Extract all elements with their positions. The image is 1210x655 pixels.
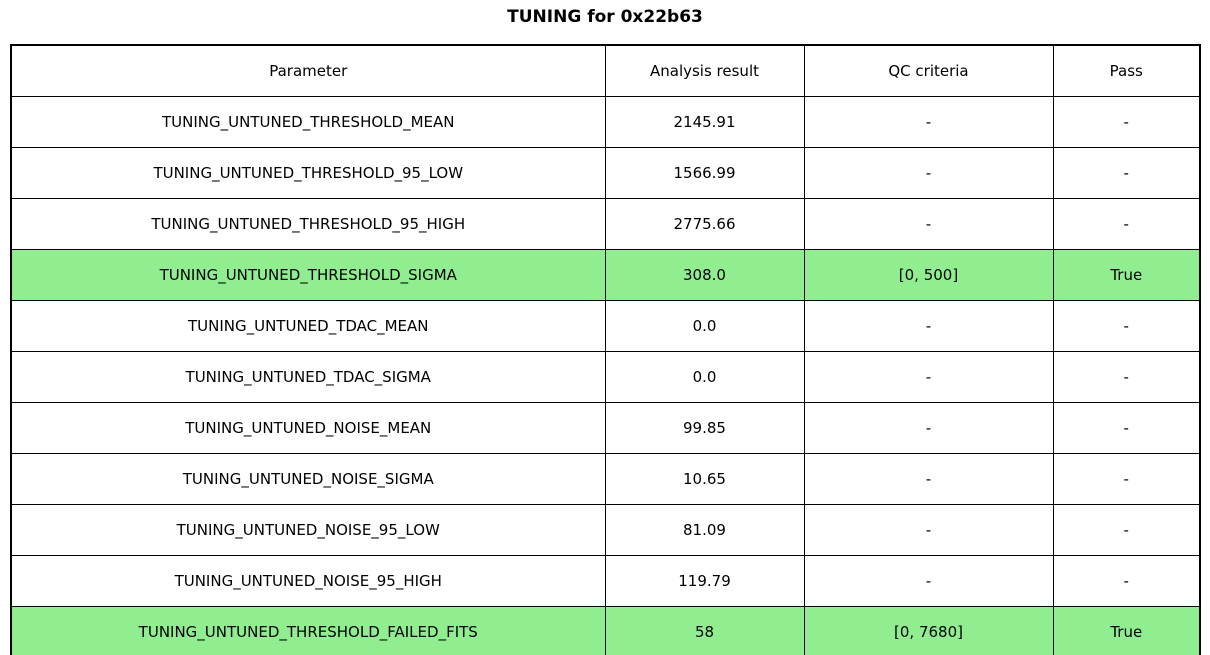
cell-pass: True bbox=[1052, 249, 1201, 301]
cell-qc-criteria: - bbox=[803, 300, 1054, 352]
cell-qc-criteria: [0, 7680] bbox=[803, 606, 1054, 655]
column-header-qc-criteria: QC criteria bbox=[803, 44, 1054, 97]
table-body: TUNING_UNTUNED_THRESHOLD_MEAN 2145.91- - TU… bbox=[10, 96, 1201, 655]
table-row: TUNING_UNTUNED_THRESHOLD_MEAN 2145.91- - bbox=[10, 96, 1201, 148]
cell-pass: - bbox=[1052, 453, 1201, 505]
column-header-parameter: Parameter bbox=[10, 44, 606, 97]
table-row: TUNING_UNTUNED_THRESHOLD_95_LOW 1566.99- - bbox=[10, 147, 1201, 199]
cell-pass: - bbox=[1052, 300, 1201, 352]
qc-results-table: Parameter Analysis result QC criteria Pa… bbox=[10, 44, 1201, 655]
cell-analysis-result: 0.0 bbox=[604, 351, 805, 403]
cell-parameter: TUNING_UNTUNED_NOISE_95_LOW bbox=[10, 504, 606, 556]
cell-qc-criteria: - bbox=[803, 147, 1054, 199]
cell-parameter: TUNING_UNTUNED_NOISE_MEAN bbox=[10, 402, 606, 454]
cell-qc-criteria: - bbox=[803, 96, 1054, 148]
cell-pass: - bbox=[1052, 198, 1201, 250]
cell-parameter: TUNING_UNTUNED_TDAC_MEAN bbox=[10, 300, 606, 352]
cell-analysis-result: 99.85 bbox=[604, 402, 805, 454]
cell-qc-criteria: - bbox=[803, 504, 1054, 556]
cell-analysis-result: 1566.99 bbox=[604, 147, 805, 199]
table-row: TUNING_UNTUNED_THRESHOLD_FAILED_FITS 58 [0… bbox=[10, 606, 1201, 655]
table-row: TUNING_UNTUNED_NOISE_MEAN 99.85- - bbox=[10, 402, 1201, 454]
cell-parameter: TUNING_UNTUNED_NOISE_95_HIGH bbox=[10, 555, 606, 607]
cell-qc-criteria: - bbox=[803, 198, 1054, 250]
cell-analysis-result: 2775.66 bbox=[604, 198, 805, 250]
cell-analysis-result: 2145.91 bbox=[604, 96, 805, 148]
cell-pass: - bbox=[1052, 147, 1201, 199]
cell-pass: True bbox=[1052, 606, 1201, 655]
cell-qc-criteria: - bbox=[803, 402, 1054, 454]
cell-analysis-result: 81.09 bbox=[604, 504, 805, 556]
cell-analysis-result: 10.65 bbox=[604, 453, 805, 505]
cell-pass: - bbox=[1052, 555, 1201, 607]
cell-parameter: TUNING_UNTUNED_THRESHOLD_MEAN bbox=[10, 96, 606, 148]
cell-parameter: TUNING_UNTUNED_NOISE_SIGMA bbox=[10, 453, 606, 505]
header-row: Parameter Analysis result QC criteria Pa… bbox=[10, 44, 1201, 97]
table-row: TUNING_UNTUNED_NOISE_SIGMA 10.65- - bbox=[10, 453, 1201, 505]
table-row: TUNING_UNTUNED_THRESHOLD_SIGMA 308.0 [0, 5… bbox=[10, 249, 1201, 301]
table-row: TUNING_UNTUNED_THRESHOLD_95_HIGH 2775.66-… bbox=[10, 198, 1201, 250]
cell-qc-criteria: - bbox=[803, 351, 1054, 403]
cell-qc-criteria: - bbox=[803, 453, 1054, 505]
cell-analysis-result: 308.0 bbox=[604, 249, 805, 301]
page-title: TUNING for 0x22b63 bbox=[507, 7, 703, 27]
table-row: TUNING_UNTUNED_NOISE_95_HIGH 119.79- - bbox=[10, 555, 1201, 607]
column-header-analysis-result: Analysis result bbox=[604, 44, 805, 97]
cell-pass: - bbox=[1052, 351, 1201, 403]
cell-qc-criteria: - bbox=[803, 555, 1054, 607]
cell-parameter: TUNING_UNTUNED_TDAC_SIGMA bbox=[10, 351, 606, 403]
column-header-pass: Pass bbox=[1052, 44, 1201, 97]
cell-parameter: TUNING_UNTUNED_THRESHOLD_95_HIGH bbox=[10, 198, 606, 250]
cell-parameter: TUNING_UNTUNED_THRESHOLD_SIGMA bbox=[10, 249, 606, 301]
cell-pass: - bbox=[1052, 96, 1201, 148]
cell-pass: - bbox=[1052, 504, 1201, 556]
cell-parameter: TUNING_UNTUNED_THRESHOLD_FAILED_FITS bbox=[10, 606, 606, 655]
table-row: TUNING_UNTUNED_TDAC_SIGMA 0.0- - bbox=[10, 351, 1201, 403]
table-row: TUNING_UNTUNED_TDAC_MEAN 0.0- - bbox=[10, 300, 1201, 352]
cell-parameter: TUNING_UNTUNED_THRESHOLD_95_LOW bbox=[10, 147, 606, 199]
cell-analysis-result: 119.79 bbox=[604, 555, 805, 607]
cell-pass: - bbox=[1052, 402, 1201, 454]
cell-analysis-result: 0.0 bbox=[604, 300, 805, 352]
cell-analysis-result: 58 bbox=[604, 606, 805, 655]
cell-qc-criteria: [0, 500] bbox=[803, 249, 1054, 301]
table-row: TUNING_UNTUNED_NOISE_95_LOW 81.09- - bbox=[10, 504, 1201, 556]
